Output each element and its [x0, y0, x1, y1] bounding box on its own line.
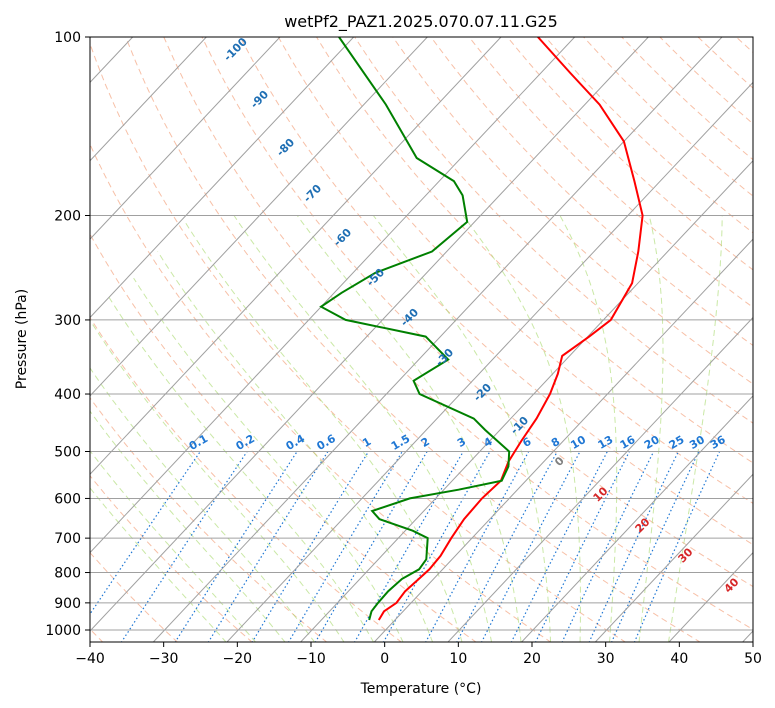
- x-tick-label: 0: [380, 651, 389, 667]
- x-tick-label: −30: [149, 651, 179, 667]
- dry-adiabat-line: [90, 474, 253, 642]
- temperature-profile-line: [377, 37, 644, 621]
- dry-adiabat-line: [316, 37, 753, 464]
- y-tick-label: 400: [54, 387, 81, 403]
- x-tick-label: 30: [597, 651, 615, 667]
- moist-adiabat-line: [90, 450, 257, 642]
- y-tick-label: 900: [54, 596, 81, 612]
- axes: −40 −30 −20 −10 0 10 20 30 40 50 1000 900 800 700 600 5…: [45, 30, 762, 667]
- mixing-ratio-line: [382, 451, 491, 642]
- y-tick-label: 600: [54, 491, 81, 507]
- moist-adiabat-line: [184, 221, 463, 642]
- dry-adiabat-line: [90, 551, 178, 642]
- x-tick-label: −20: [223, 651, 253, 667]
- moist-adiabat-line: [668, 215, 723, 642]
- moist-adiabat-line: [233, 215, 493, 642]
- mixing-ratio-line: [251, 451, 370, 642]
- moist-adiabat-line: [372, 215, 552, 642]
- plot-frame: [89, 36, 754, 643]
- moist-adiabat-line: [638, 215, 664, 642]
- isotherm-line: [90, 37, 649, 632]
- x-tick-label: 10: [449, 651, 467, 667]
- x-axis-title: Temperature (°C): [360, 681, 482, 697]
- isotherm-line: [373, 238, 753, 642]
- moist-adiabat-line: [133, 277, 404, 642]
- mixing-ratio-line: [425, 451, 530, 642]
- dry-adiabat-line: [90, 233, 477, 642]
- dry-adiabat-line: [163, 37, 753, 631]
- moist-adiabat-line: [90, 410, 286, 642]
- moist-adiabat-line: [90, 319, 345, 642]
- isotherm-line: [152, 37, 723, 642]
- moist-adiabat-line: [90, 367, 316, 642]
- isotherm-line: [90, 37, 428, 397]
- y-tick-label: 800: [54, 566, 81, 582]
- y-tick-label: 700: [54, 531, 81, 547]
- moist-adiabat-line: [108, 297, 375, 642]
- mixing-ratio-line: [207, 451, 329, 642]
- chart-title: wetPf2_PAZ1.2025.070.07.11.G25: [284, 12, 558, 32]
- x-tick-label: 50: [744, 651, 762, 667]
- y-tick-label: 100: [54, 30, 81, 46]
- y-tick-label: 300: [54, 313, 81, 329]
- dry-adiabat-line: [90, 143, 552, 642]
- isotherm-line: [90, 37, 355, 319]
- dry-adiabat-line: [90, 42, 627, 642]
- mixing-ratio-line: [535, 451, 630, 642]
- moist-adiabat-line: [559, 215, 618, 642]
- isotherm-line: [447, 316, 753, 642]
- mixing-ratio-line: [456, 451, 558, 642]
- dewpoint-profile-line: [319, 37, 511, 621]
- moist-adiabat-line: [157, 251, 434, 642]
- isotherm-line: [520, 395, 753, 642]
- x-tick-label: 20: [523, 651, 541, 667]
- dry-adiabat-line: [277, 37, 753, 504]
- isotherm-line: [90, 37, 207, 162]
- y-tick-label: 1000: [45, 623, 81, 639]
- x-tick-label: −40: [75, 651, 105, 667]
- y-tick-label: 500: [54, 444, 81, 460]
- mixing-ratio-line: [174, 451, 298, 642]
- x-tick-label: −10: [296, 651, 326, 667]
- isotherm-line: [226, 81, 753, 642]
- x-tick-label: 40: [670, 651, 688, 667]
- dry-adiabat-line: [201, 37, 753, 588]
- isotherm-line: [90, 37, 576, 554]
- y-tick-label: 200: [54, 209, 81, 225]
- isotherm-line: [594, 473, 753, 642]
- dry-adiabat-line: [125, 37, 701, 642]
- isotherm-line: [90, 37, 281, 240]
- mixing-ratio-line: [510, 451, 608, 642]
- y-axis-title: Pressure (hPa): [14, 289, 30, 389]
